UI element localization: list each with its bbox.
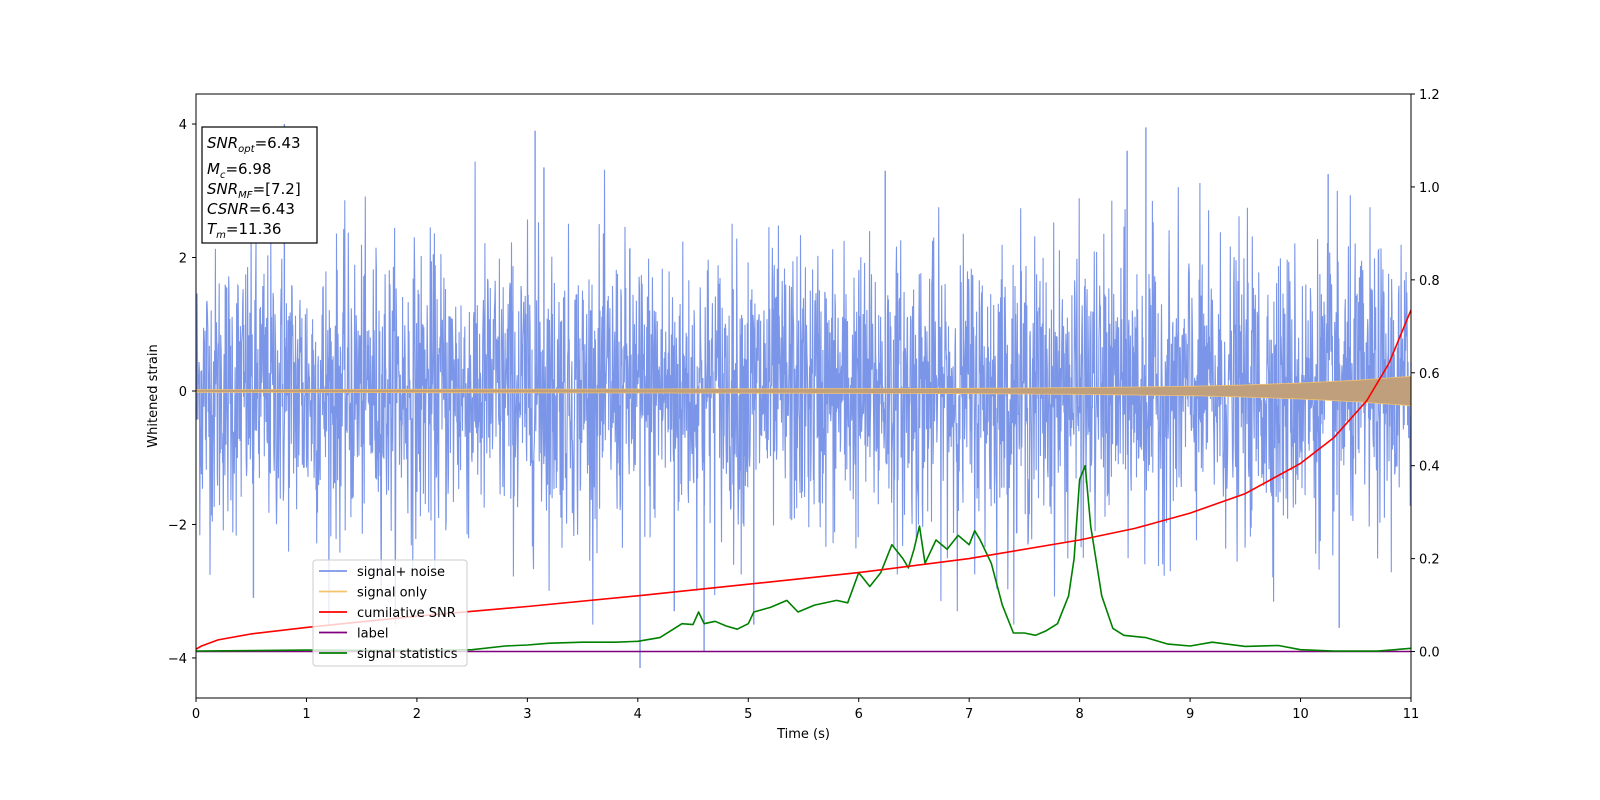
annotation-symbol: M bbox=[207, 160, 220, 178]
x-tick-label: 11 bbox=[1403, 707, 1420, 722]
legend-label: label bbox=[357, 627, 388, 642]
legend-label: signal+ noise bbox=[357, 565, 445, 580]
x-tick-label: 10 bbox=[1292, 707, 1309, 722]
y-left-tick-label: −2 bbox=[168, 518, 187, 533]
y-right-tick-label: 0.2 bbox=[1419, 553, 1440, 568]
annotation-symbol: CSNR bbox=[207, 200, 249, 218]
y-axis-left: −4 −2 0 2 4 bbox=[168, 118, 196, 667]
y-axis-right: 0.0 0.2 0.4 0.6 0.8 1.0 1.2 bbox=[1411, 88, 1440, 661]
legend-frame bbox=[312, 559, 468, 667]
signal-noise-line bbox=[195, 161, 1412, 625]
x-axis: 0 1 2 3 4 5 6 7 8 9 10 11 bbox=[192, 698, 1419, 722]
x-tick-label: 7 bbox=[965, 707, 973, 722]
x-tick-label: 2 bbox=[413, 707, 421, 722]
annotation-line: Tm=11.36 bbox=[207, 220, 281, 241]
annotation-symbol: T bbox=[207, 220, 218, 238]
y-right-tick-label: 1.2 bbox=[1419, 88, 1440, 103]
x-tick-label: 1 bbox=[302, 707, 310, 722]
y-right-tick-label: 0.4 bbox=[1419, 460, 1440, 475]
x-tick-label: 9 bbox=[1186, 707, 1194, 722]
y-right-tick-label: 0.8 bbox=[1419, 274, 1440, 289]
plot-frame bbox=[195, 93, 1412, 699]
x-tick-label: 6 bbox=[855, 707, 863, 722]
annotation-value: =[7.2] bbox=[253, 180, 301, 198]
y-left-tick-label: −4 bbox=[168, 652, 187, 667]
annotation-line: SNRopt=6.43 bbox=[207, 134, 301, 155]
annotation-value: =11.36 bbox=[226, 220, 282, 238]
y-axis-label: Whitened strain bbox=[146, 344, 161, 447]
x-tick-label: 8 bbox=[1075, 707, 1083, 722]
legend: signal+ noise signal only cumilative SNR la… bbox=[312, 559, 468, 667]
annotation-value: =6.43 bbox=[249, 200, 295, 218]
y-left-tick-label: 0 bbox=[179, 385, 187, 400]
annotation-subscript: MF bbox=[238, 190, 253, 201]
annotation-subscript: opt bbox=[238, 144, 255, 155]
annotation-line: CSNR=6.43 bbox=[207, 200, 295, 218]
annotation-value: =6.98 bbox=[225, 160, 271, 178]
x-tick-label: 5 bbox=[744, 707, 752, 722]
legend-label: signal only bbox=[357, 586, 427, 601]
y-left-tick-label: 4 bbox=[179, 118, 187, 133]
y-right-tick-label: 1.0 bbox=[1419, 181, 1440, 196]
cumulative-snr-line bbox=[195, 309, 1412, 650]
annotation-value: =6.43 bbox=[255, 134, 301, 152]
x-tick-label: 4 bbox=[634, 707, 642, 722]
annotation-box: SNRopt=6.43Mc=6.98SNRMF=[7.2]CSNR=6.43Tm… bbox=[201, 126, 318, 244]
annotation-subscript: c bbox=[220, 170, 226, 181]
y-right-tick-label: 0.6 bbox=[1419, 367, 1440, 382]
signal-statistics-line bbox=[195, 464, 1412, 652]
x-tick-label: 3 bbox=[523, 707, 531, 722]
y-right-tick-label: 0.0 bbox=[1419, 646, 1440, 661]
annotation-symbol: SNR bbox=[207, 180, 238, 198]
legend-label: signal statistics bbox=[357, 647, 458, 662]
legend-label: cumilative SNR bbox=[357, 606, 456, 621]
annotation-line: Mc=6.98 bbox=[207, 160, 271, 181]
annotation-symbol: SNR bbox=[207, 134, 238, 152]
annotation-line: SNRMF=[7.2] bbox=[207, 180, 301, 201]
annotation-subscript: m bbox=[216, 230, 226, 241]
x-tick-label: 0 bbox=[192, 707, 200, 722]
x-axis-label: Time (s) bbox=[776, 727, 830, 742]
annotation-frame bbox=[201, 126, 318, 244]
y-left-tick-label: 2 bbox=[179, 252, 187, 267]
